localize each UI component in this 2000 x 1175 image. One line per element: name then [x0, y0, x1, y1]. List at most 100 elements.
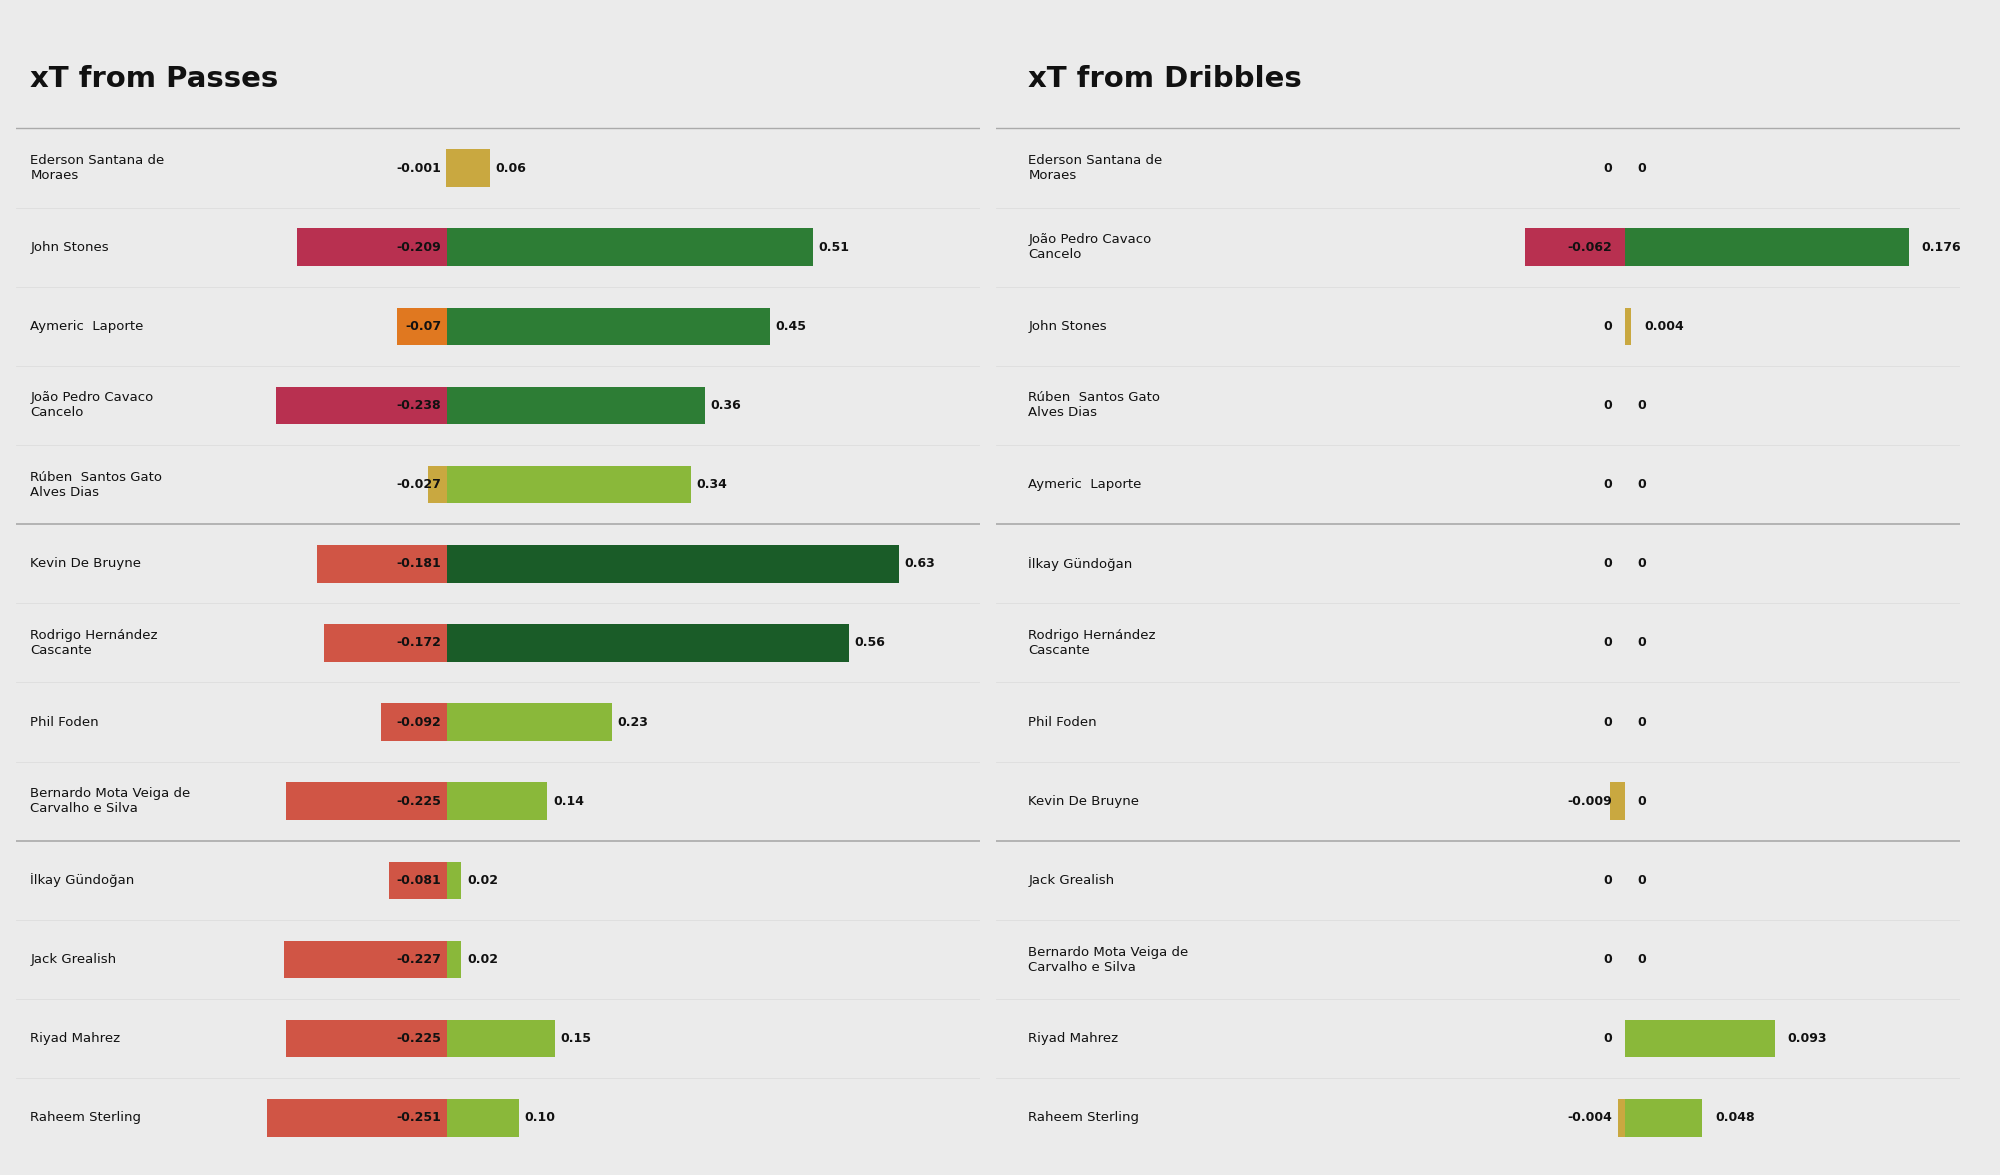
Text: 0: 0 — [1604, 637, 1612, 650]
Text: 0: 0 — [1638, 874, 1646, 887]
Bar — [318, 545, 446, 583]
Text: 0.45: 0.45 — [776, 320, 806, 333]
Bar — [298, 228, 446, 266]
Bar — [446, 545, 898, 583]
Text: -0.027: -0.027 — [396, 478, 442, 491]
Text: 0: 0 — [1604, 874, 1612, 887]
Bar — [446, 1020, 554, 1058]
Text: 0: 0 — [1604, 716, 1612, 728]
Bar — [276, 387, 446, 424]
Text: João Pedro Cavaco
Cancelo: João Pedro Cavaco Cancelo — [30, 391, 154, 419]
Text: 0: 0 — [1604, 320, 1612, 333]
Text: -0.004: -0.004 — [1566, 1112, 1612, 1124]
Text: Bernardo Mota Veiga de
Carvalho e Silva: Bernardo Mota Veiga de Carvalho e Silva — [1028, 946, 1188, 974]
Text: 0: 0 — [1604, 400, 1612, 412]
Text: 0.23: 0.23 — [618, 716, 648, 728]
Text: 0.36: 0.36 — [710, 400, 742, 412]
Text: 0: 0 — [1604, 953, 1612, 966]
Bar — [1624, 1020, 1774, 1058]
Bar — [1624, 1099, 1702, 1136]
Text: Rúben  Santos Gato
Alves Dias: Rúben Santos Gato Alves Dias — [1028, 391, 1160, 419]
Text: 0.093: 0.093 — [1788, 1032, 1828, 1045]
Text: Rodrigo Hernández
Cascante: Rodrigo Hernández Cascante — [30, 629, 158, 657]
Bar — [382, 704, 446, 741]
Text: 0: 0 — [1638, 716, 1646, 728]
Bar — [446, 149, 490, 187]
Text: 0: 0 — [1638, 953, 1646, 966]
Text: Riyad Mahrez: Riyad Mahrez — [1028, 1032, 1118, 1045]
Text: -0.07: -0.07 — [406, 320, 442, 333]
Text: xT from Passes: xT from Passes — [30, 65, 278, 93]
Bar — [1610, 783, 1624, 820]
Bar — [446, 704, 612, 741]
Text: xT from Dribbles: xT from Dribbles — [1028, 65, 1302, 93]
Text: Phil Foden: Phil Foden — [30, 716, 98, 728]
Text: İlkay Gündoğan: İlkay Gündoğan — [30, 873, 134, 887]
Text: -0.081: -0.081 — [396, 874, 442, 887]
Text: -0.225: -0.225 — [396, 1032, 442, 1045]
Text: Ederson Santana de
Moraes: Ederson Santana de Moraes — [1028, 154, 1162, 182]
Text: -0.172: -0.172 — [396, 637, 442, 650]
Text: 0: 0 — [1638, 557, 1646, 570]
Text: 0.02: 0.02 — [468, 874, 498, 887]
Text: Rodrigo Hernández
Cascante: Rodrigo Hernández Cascante — [1028, 629, 1156, 657]
Bar — [1618, 1099, 1624, 1136]
Text: Kevin De Bruyne: Kevin De Bruyne — [1028, 794, 1140, 807]
Bar — [268, 1099, 446, 1136]
Text: Aymeric  Laporte: Aymeric Laporte — [30, 320, 144, 333]
Text: 0: 0 — [1604, 1032, 1612, 1045]
Text: -0.251: -0.251 — [396, 1112, 442, 1124]
Text: -0.181: -0.181 — [396, 557, 442, 570]
Text: Phil Foden: Phil Foden — [1028, 716, 1096, 728]
Text: 0.004: 0.004 — [1644, 320, 1684, 333]
Bar — [388, 861, 446, 899]
Text: Kevin De Bruyne: Kevin De Bruyne — [30, 557, 142, 570]
Text: 0.06: 0.06 — [496, 161, 526, 175]
Bar — [286, 783, 446, 820]
Text: -0.238: -0.238 — [396, 400, 442, 412]
Text: João Pedro Cavaco
Cancelo: João Pedro Cavaco Cancelo — [1028, 233, 1152, 261]
Bar — [286, 1020, 446, 1058]
Text: 0.51: 0.51 — [818, 241, 850, 254]
Text: -0.227: -0.227 — [396, 953, 442, 966]
Text: Bernardo Mota Veiga de
Carvalho e Silva: Bernardo Mota Veiga de Carvalho e Silva — [30, 787, 190, 815]
Text: Jack Grealish: Jack Grealish — [1028, 874, 1114, 887]
Text: -0.209: -0.209 — [396, 241, 442, 254]
Text: 0.63: 0.63 — [904, 557, 936, 570]
Text: -0.225: -0.225 — [396, 794, 442, 807]
Text: 0.56: 0.56 — [854, 637, 886, 650]
Bar — [446, 228, 812, 266]
Bar — [446, 465, 690, 503]
Text: 0.14: 0.14 — [554, 794, 584, 807]
Text: 0.176: 0.176 — [1922, 241, 1962, 254]
Text: 0.15: 0.15 — [560, 1032, 592, 1045]
Bar — [1524, 228, 1624, 266]
Text: 0: 0 — [1604, 161, 1612, 175]
Text: 0.048: 0.048 — [1716, 1112, 1754, 1124]
Text: 0: 0 — [1638, 161, 1646, 175]
Text: Rúben  Santos Gato
Alves Dias: Rúben Santos Gato Alves Dias — [30, 471, 162, 498]
Text: Riyad Mahrez: Riyad Mahrez — [30, 1032, 120, 1045]
Text: 0: 0 — [1604, 557, 1612, 570]
Text: 0: 0 — [1638, 794, 1646, 807]
Text: Raheem Sterling: Raheem Sterling — [1028, 1112, 1140, 1124]
Bar — [396, 308, 446, 345]
Text: -0.001: -0.001 — [396, 161, 442, 175]
Text: -0.009: -0.009 — [1568, 794, 1612, 807]
Bar — [446, 861, 462, 899]
Bar — [446, 783, 548, 820]
Text: -0.062: -0.062 — [1568, 241, 1612, 254]
Bar — [446, 387, 706, 424]
Bar — [1624, 308, 1632, 345]
Text: 0: 0 — [1638, 400, 1646, 412]
Text: 0.34: 0.34 — [696, 478, 728, 491]
Bar — [446, 624, 848, 662]
Bar — [446, 308, 770, 345]
Text: Raheem Sterling: Raheem Sterling — [30, 1112, 142, 1124]
Text: John Stones: John Stones — [1028, 320, 1106, 333]
Text: Ederson Santana de
Moraes: Ederson Santana de Moraes — [30, 154, 164, 182]
Bar — [446, 941, 462, 979]
Text: 0: 0 — [1638, 478, 1646, 491]
Bar — [284, 941, 446, 979]
Text: İlkay Gündoğan: İlkay Gündoğan — [1028, 557, 1132, 571]
